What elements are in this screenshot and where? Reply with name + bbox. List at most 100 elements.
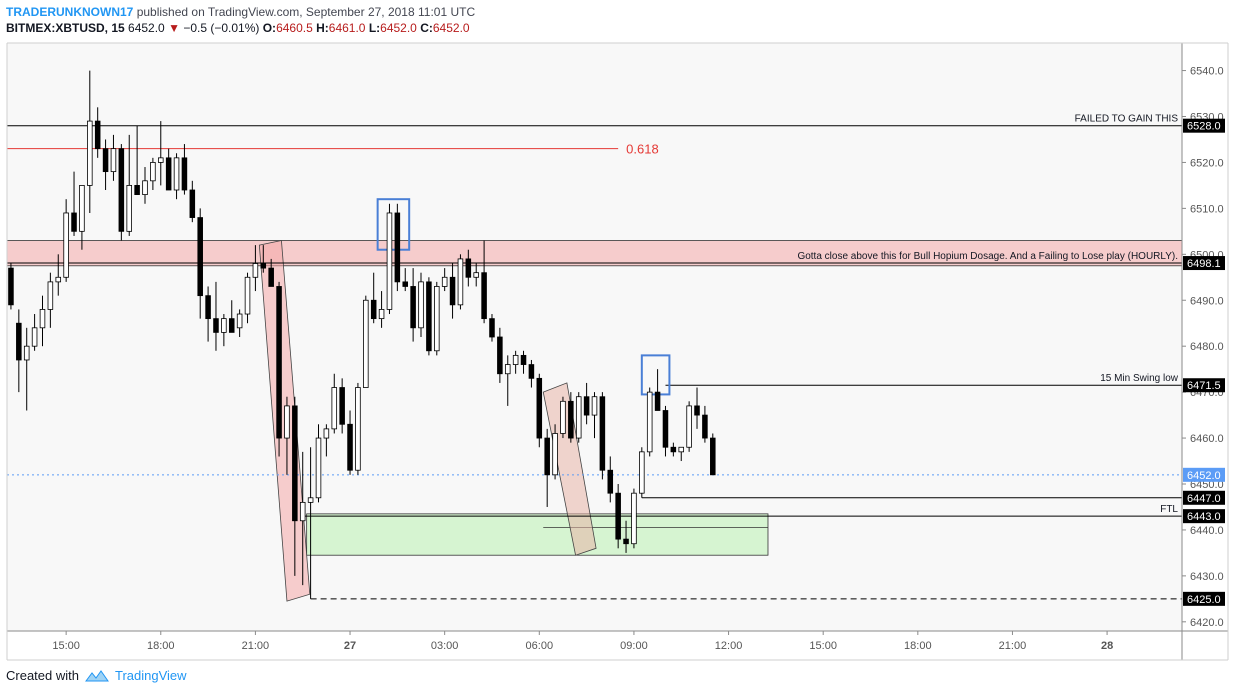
candle-55: [441, 268, 448, 292]
candle-69: [552, 424, 558, 480]
price-tag-3: [1183, 378, 1225, 393]
y-tick-label-9: 6510.0: [1190, 203, 1224, 215]
candle-37: [299, 451, 306, 586]
candle-body: [16, 322, 22, 361]
candle-body: [331, 387, 338, 430]
candle-body: [662, 410, 669, 448]
candle-45: [363, 295, 369, 388]
footer: Created with TradingView: [6, 668, 187, 683]
candle-body: [244, 276, 251, 315]
candle-body: [142, 180, 148, 195]
candle-body: [520, 354, 527, 365]
channel-zone-1: [542, 382, 597, 556]
candle-body: [473, 272, 479, 278]
candle-body: [418, 281, 424, 329]
candle-60: [481, 240, 487, 324]
candle-11: [94, 107, 101, 158]
x-tick-label-6: 09:00: [620, 640, 648, 652]
candle-21: [173, 153, 180, 200]
tradingview-link[interactable]: TradingView: [114, 668, 187, 683]
candle-body: [55, 276, 62, 283]
price-change: −0.5 (−0.01%): [183, 21, 260, 35]
open-label: O:: [262, 21, 277, 35]
candle-56: [449, 263, 456, 319]
candle-body: [276, 286, 282, 439]
candle-body: [189, 189, 196, 218]
candle-body: [702, 414, 708, 439]
x-tick-label-4: 03:00: [431, 640, 459, 652]
created-with-label: Created with: [6, 668, 79, 683]
candle-61: [489, 314, 495, 342]
candle-72: [575, 392, 582, 443]
candle-38: [307, 447, 314, 599]
open-value: 6460.5: [276, 21, 313, 35]
candle-83: [662, 405, 669, 457]
candle-body: [560, 400, 566, 434]
close-value: 6452.0: [432, 21, 470, 35]
hline-label-1: 0.618: [626, 142, 659, 157]
author-link[interactable]: TRADERUNKNOWN17: [6, 5, 134, 19]
candle-58: [465, 249, 472, 287]
candle-39: [315, 424, 322, 503]
candle-63: [504, 355, 511, 406]
candle-16: [134, 125, 140, 195]
candle-body: [575, 396, 582, 439]
y-tick-label-2: 6440.0: [1190, 525, 1224, 537]
candle-59: [473, 263, 479, 287]
candle-41: [331, 373, 338, 434]
candle-74: [591, 392, 598, 439]
candle-body: [544, 437, 550, 476]
y-tick-label-4: 6460.0: [1190, 433, 1224, 445]
candle-body: [284, 405, 290, 439]
candle-body: [386, 212, 393, 310]
candle-46: [370, 272, 377, 324]
candle-15: [126, 134, 132, 236]
candle-82: [654, 369, 661, 411]
candle-0: [8, 263, 14, 310]
candle-85: [678, 446, 685, 462]
high-value: 6461.0: [328, 21, 366, 35]
candle-body: [583, 396, 590, 416]
price-tag-label-5: 6443.0: [1187, 511, 1221, 523]
candle-body: [694, 405, 700, 416]
price-tag-label-3: 6471.5: [1187, 380, 1221, 392]
symbol-label: BITMEX:XBTUSD, 15: [6, 21, 125, 35]
candle-65: [520, 350, 527, 374]
candle-6: [55, 254, 62, 296]
candle-body: [568, 400, 574, 439]
candle-48: [386, 203, 393, 315]
hline-label-3: 15 Min Swing low: [1100, 373, 1179, 384]
price-tag-label-4: 6447.0: [1187, 493, 1221, 505]
candle-33: [268, 258, 274, 287]
price-tag-label-2: 6498.1: [1187, 258, 1221, 270]
candle-body: [512, 354, 519, 365]
candle-body: [504, 364, 511, 375]
candle-32: [260, 245, 267, 273]
candle-body: [252, 263, 259, 278]
close-label: C:: [420, 21, 433, 35]
candle-body: [87, 120, 93, 186]
y-tick-label-6: 6480.0: [1190, 341, 1224, 353]
candle-body: [150, 162, 156, 182]
candle-body: [205, 295, 211, 320]
high-label: H:: [316, 21, 329, 35]
candle-79: [631, 488, 637, 549]
candle-body: [23, 345, 30, 361]
candle-84: [670, 442, 677, 457]
candle-body: [457, 258, 464, 306]
candle-8: [71, 171, 77, 236]
candle-body: [118, 148, 125, 232]
candle-body: [94, 120, 101, 150]
candle-27: [221, 314, 227, 347]
candle-34: [276, 281, 282, 457]
candle-body: [307, 497, 314, 503]
candle-body: [465, 258, 472, 278]
x-tick-label-7: 12:00: [715, 640, 743, 652]
candle-body: [552, 433, 558, 476]
candle-75: [599, 392, 606, 480]
candle-body: [378, 309, 385, 320]
candle-body: [536, 377, 543, 439]
candle-body: [260, 263, 267, 269]
price-tag-label-7: 6452.0: [1187, 470, 1221, 482]
